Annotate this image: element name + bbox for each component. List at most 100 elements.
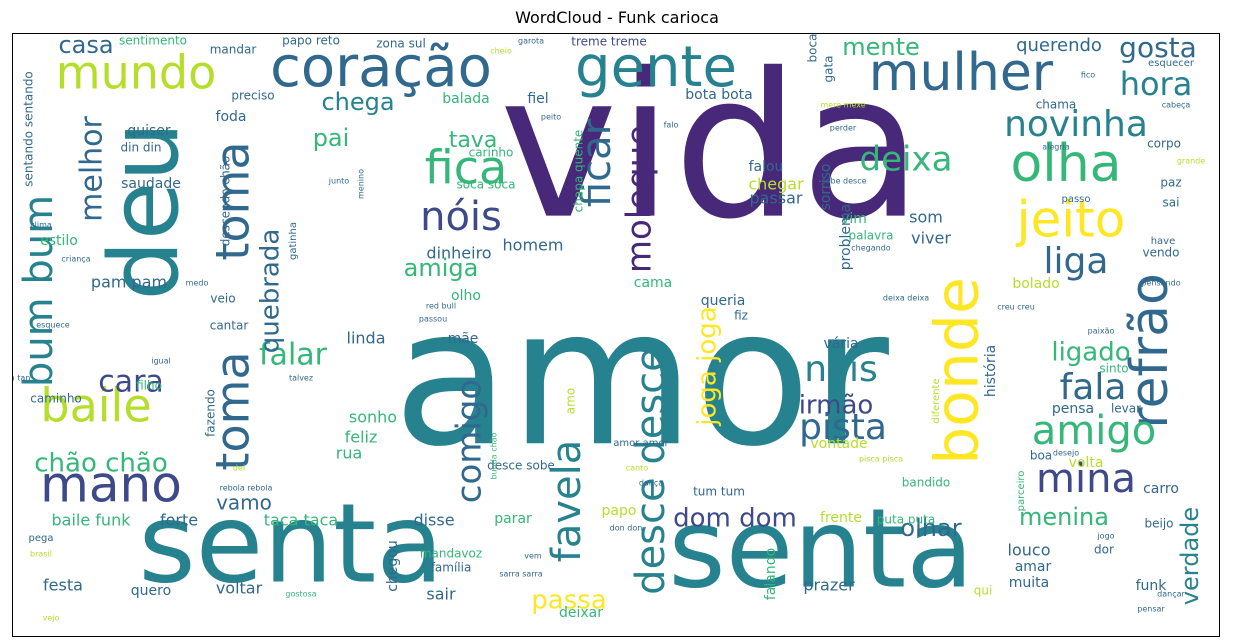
word-92: disse	[413, 511, 454, 530]
word-3: senta	[668, 484, 973, 612]
word-45: tava	[449, 128, 498, 153]
wordcloud-frame: vida amor senta senta deu coração gente mulher m…	[12, 33, 1220, 637]
word-154: medo	[186, 279, 209, 288]
word-168: cheio	[490, 47, 512, 56]
word-115: olho	[451, 288, 481, 304]
word-35: nois	[804, 349, 878, 390]
word-42: casa	[58, 34, 113, 59]
word-139: fazendo	[204, 389, 218, 437]
word-127: paz	[1160, 176, 1181, 190]
word-30: hora	[1120, 65, 1193, 103]
word-143: chapa quente	[572, 130, 586, 213]
word-48: ligado	[1051, 338, 1130, 368]
word-84: estilo	[40, 233, 78, 249]
word-145: carinho	[469, 146, 514, 160]
word-187: chegando	[851, 244, 891, 253]
word-43: chega	[321, 88, 394, 116]
word-132: boa	[1030, 449, 1052, 463]
word-9: jeito	[1016, 191, 1126, 249]
word-107: voltar	[216, 579, 263, 598]
word-172: perder	[830, 124, 857, 133]
word-129: chama	[1036, 98, 1077, 112]
word-68: chegar	[748, 175, 804, 194]
word-32: querendo	[1016, 35, 1102, 56]
word-164: desejo	[1053, 449, 1079, 458]
word-191: rebola rebola	[220, 484, 273, 493]
word-63: homem	[503, 236, 564, 255]
word-162: sarra sarra	[499, 570, 542, 579]
word-67: palavra	[848, 229, 893, 243]
word-52: vamo	[216, 491, 272, 515]
word-157: igual	[151, 357, 171, 366]
word-166: pensar	[1137, 605, 1165, 614]
word-99: amar	[1015, 559, 1052, 575]
word-21: moleque	[620, 125, 660, 273]
word-113: queria	[701, 293, 746, 309]
word-171: cabeça	[1162, 101, 1191, 110]
word-140: descendo chão	[219, 156, 233, 247]
word-72: treme treme	[571, 35, 646, 49]
word-179: creu creu	[997, 303, 1035, 312]
word-112: família	[431, 561, 472, 575]
word-46: amiga	[404, 254, 479, 282]
word-98: louco	[1008, 541, 1051, 560]
word-122: levar	[1111, 402, 1141, 416]
word-7: mulher	[869, 43, 1054, 103]
word-153: criança	[61, 255, 90, 264]
word-93: parar	[494, 511, 532, 527]
word-11: bonde	[923, 277, 993, 465]
word-165: dançar	[1157, 590, 1185, 599]
word-104: prazer	[803, 576, 855, 595]
word-97: beijo	[1144, 517, 1173, 531]
word-69: passar	[749, 189, 802, 208]
word-62: mãe	[448, 331, 479, 347]
word-131: bandido	[902, 476, 951, 490]
word-70: falou	[749, 159, 784, 175]
word-61: sonho	[349, 408, 397, 427]
word-18: fica	[425, 141, 507, 195]
word-183: passou	[419, 315, 447, 324]
word-173: alegria	[1042, 143, 1070, 152]
word-40: chão chão	[34, 449, 168, 479]
word-71: bota bota	[685, 87, 753, 103]
word-31: gosta	[1119, 34, 1197, 64]
word-137: boca	[806, 34, 820, 62]
word-20: ficar	[574, 118, 620, 207]
word-159: brasil	[30, 550, 52, 559]
word-76: zona sul	[376, 37, 426, 51]
word-124: bolado	[1012, 276, 1059, 292]
word-82: foda	[216, 109, 247, 125]
word-49: verdade	[1176, 507, 1204, 605]
word-184: vem	[524, 552, 542, 561]
word-94: papo	[602, 503, 637, 519]
word-114: cama	[634, 275, 673, 291]
word-29: novinha	[1004, 104, 1148, 145]
word-64: viver	[911, 229, 951, 248]
word-195: canto	[626, 464, 649, 473]
word-95: frente	[820, 510, 862, 526]
word-182: red bull	[426, 302, 456, 311]
word-34: pista	[799, 407, 887, 448]
word-180: paixão	[1088, 327, 1115, 336]
word-10: olha	[1010, 134, 1121, 194]
word-87: filho	[136, 379, 162, 393]
word-176: have	[1151, 236, 1176, 247]
word-85: veio	[210, 292, 235, 306]
word-24: comigo	[450, 379, 490, 503]
word-138: falando	[763, 548, 779, 600]
word-23: desce desce	[628, 347, 674, 595]
word-88: caminho	[30, 392, 82, 406]
word-14: toma	[206, 351, 260, 470]
word-54: passa	[531, 586, 606, 616]
word-167: esquecer	[1148, 58, 1195, 69]
word-100: muita	[1009, 575, 1049, 591]
word-27: fala	[1060, 367, 1127, 408]
word-198: falo	[664, 121, 679, 130]
word-156: tan tan	[13, 374, 30, 383]
word-22: favela	[544, 440, 590, 563]
word-37: dom dom	[673, 504, 797, 534]
word-50: menina	[1019, 503, 1109, 531]
word-77: sentimento	[119, 34, 187, 48]
word-86: cantar	[210, 319, 249, 333]
